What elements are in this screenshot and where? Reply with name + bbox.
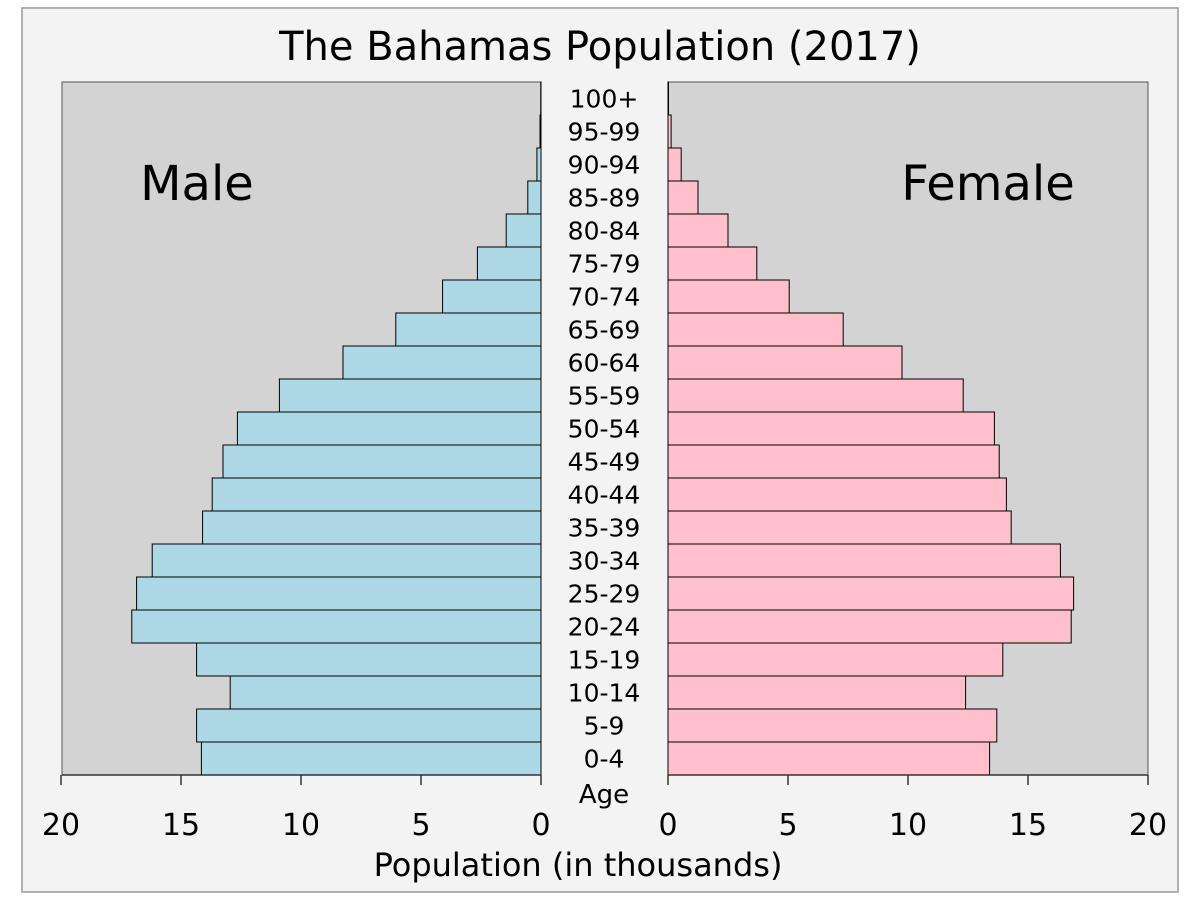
male-x-tick-label: 15 [162,808,200,843]
male-bar-45-49 [223,445,541,478]
age-label: 90-94 [568,151,641,180]
female-x-tick-label: 10 [889,808,927,843]
male-bar-55-59 [279,379,541,412]
female-bar-25-29 [668,577,1074,610]
female-bar-40-44 [668,478,1006,511]
male-bar-60-64 [343,346,541,379]
age-label: 25-29 [568,580,641,609]
age-label: 35-39 [568,514,641,543]
female-bar-35-39 [668,511,1011,544]
female-bar-5-9 [668,709,997,742]
female-x-tick-label: 5 [778,808,797,843]
female-bar-0-4 [668,742,990,775]
age-label: 85-89 [568,184,641,213]
male-x-tick-label: 0 [531,808,550,843]
male-bar-80-84 [506,214,541,247]
male-bar-25-29 [137,577,541,610]
age-label: 30-34 [568,547,641,576]
female-bar-85-89 [668,181,698,214]
female-bar-20-24 [668,610,1071,643]
female-bar-80-84 [668,214,728,247]
age-label: 70-74 [568,283,641,312]
male-bar-5-9 [197,709,541,742]
male-bar-15-19 [197,643,541,676]
x-axis-label: Population (in thousands) [374,846,783,884]
female-bar-70-74 [668,280,789,313]
age-label: 60-64 [568,349,641,378]
female-x-tick-label: 20 [1129,808,1167,843]
male-series-label: Male [140,156,254,212]
age-label: 15-19 [568,646,641,675]
male-bar-35-39 [203,511,541,544]
male-bar-70-74 [443,280,541,313]
age-label: 20-24 [568,613,641,642]
female-bar-30-34 [668,544,1060,577]
male-x-tick-label: 5 [411,808,430,843]
age-label: 95-99 [568,118,641,147]
female-bar-55-59 [668,379,963,412]
female-bar-45-49 [668,445,999,478]
male-bar-20-24 [132,610,541,643]
age-label: 40-44 [568,481,641,510]
female-bar-60-64 [668,346,902,379]
female-bar-15-19 [668,643,1003,676]
male-bar-65-69 [396,313,541,346]
male-bar-10-14 [230,676,541,709]
age-label: 45-49 [568,448,641,477]
age-label: 80-84 [568,217,641,246]
age-label: 10-14 [568,679,641,708]
female-x-tick-label: 0 [658,808,677,843]
male-bar-90-94 [537,148,541,181]
male-bar-30-34 [152,544,541,577]
age-label: 0-4 [584,745,625,774]
chart-title: The Bahamas Population (2017) [278,24,921,70]
female-bar-90-94 [668,148,681,181]
male-bar-85-89 [528,181,541,214]
male-x-tick-label: 20 [42,808,80,843]
age-label: 50-54 [568,415,641,444]
female-x-tick-label: 15 [1009,808,1047,843]
male-bar-40-44 [212,478,541,511]
y-axis-label: Age [579,780,629,810]
female-series-label: Female [901,156,1075,212]
female-bar-65-69 [668,313,843,346]
male-bar-0-4 [201,742,541,775]
age-label: 65-69 [568,316,641,345]
age-label: 5-9 [584,712,625,741]
male-bar-95-99 [540,115,541,148]
male-x-tick-label: 10 [282,808,320,843]
female-bar-50-54 [668,412,994,445]
age-label: 55-59 [568,382,641,411]
age-label: 100+ [570,85,639,114]
male-bar-50-54 [237,412,541,445]
male-bar-75-79 [477,247,541,280]
female-bar-95-99 [668,115,671,148]
age-label: 75-79 [568,250,641,279]
female-bar-10-14 [668,676,966,709]
female-bar-75-79 [668,247,757,280]
